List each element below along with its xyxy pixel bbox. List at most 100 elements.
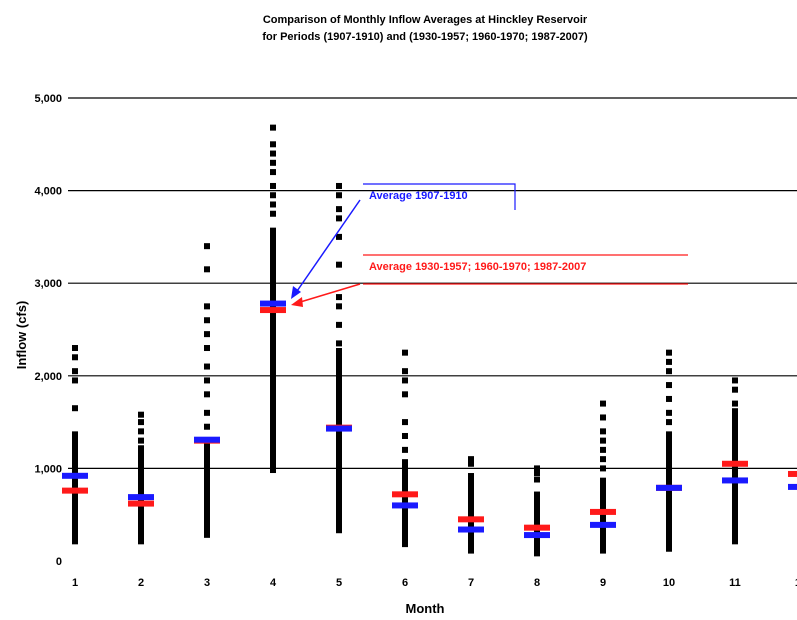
average-marker xyxy=(722,460,748,467)
data-point xyxy=(666,358,672,365)
data-point xyxy=(402,377,408,384)
x-tick-label: 1 xyxy=(72,577,78,589)
data-point xyxy=(204,317,210,324)
data-point xyxy=(600,400,606,407)
data-point xyxy=(600,465,606,472)
y-axis-title: Inflow (cfs) xyxy=(14,301,29,370)
x-tick-label: 9 xyxy=(600,577,606,589)
average-marker xyxy=(656,484,682,491)
data-point xyxy=(270,124,276,131)
average-marker xyxy=(128,500,154,507)
y-tick-label: 4,000 xyxy=(34,186,62,198)
data-point xyxy=(204,303,210,310)
average-marker xyxy=(326,425,352,432)
data-point-cluster xyxy=(732,408,738,545)
data-point-cluster xyxy=(468,473,474,554)
data-point xyxy=(468,456,474,463)
data-point xyxy=(534,470,540,477)
data-point xyxy=(270,182,276,189)
annotation-blue: Average 1907-1910 xyxy=(291,183,516,299)
annotation-blue-label: Average 1907-1910 xyxy=(369,190,468,202)
data-point xyxy=(204,423,210,430)
data-point xyxy=(270,150,276,157)
annotation-red-arrow xyxy=(296,283,361,304)
average-marker xyxy=(722,477,748,484)
chart-title-line1: Comparison of Monthly Inflow Averages at… xyxy=(263,14,588,26)
data-point xyxy=(666,409,672,416)
average-marker xyxy=(524,532,550,539)
data-point xyxy=(336,233,342,240)
data-point xyxy=(336,215,342,222)
data-point xyxy=(72,405,78,412)
data-point xyxy=(600,428,606,435)
x-tick-label: 11 xyxy=(729,577,741,589)
data-point xyxy=(72,377,78,384)
y-tick-label: 1,000 xyxy=(34,463,62,475)
data-point xyxy=(138,411,144,418)
y-tick-label: 3,000 xyxy=(34,278,62,290)
average-marker xyxy=(260,307,286,314)
data-point xyxy=(138,428,144,435)
y-tick-label: 2,000 xyxy=(34,371,62,383)
average-marker xyxy=(392,491,418,498)
data-point-cluster xyxy=(666,431,672,552)
y-tick-label: 5,000 xyxy=(34,93,62,105)
average-marker xyxy=(458,526,484,533)
x-tick-label: 8 xyxy=(534,577,540,589)
data-point xyxy=(336,182,342,189)
data-point xyxy=(402,391,408,398)
data-point xyxy=(534,465,540,472)
y-tick-label: 0 xyxy=(56,556,62,568)
x-tick-label: 4 xyxy=(270,577,277,589)
data-point xyxy=(600,446,606,453)
data-point xyxy=(336,206,342,213)
data-point xyxy=(666,419,672,426)
data-point xyxy=(204,377,210,384)
data-point xyxy=(270,192,276,199)
data-point xyxy=(72,354,78,361)
average-marker xyxy=(524,524,550,531)
data-point xyxy=(204,266,210,273)
average-marker xyxy=(392,502,418,509)
data-point xyxy=(336,192,342,199)
data-point xyxy=(204,345,210,352)
annotation-red: Average 1930-1957; 1960-1970; 1987-2007 xyxy=(291,254,688,307)
annotation-blue-arrowhead xyxy=(291,286,301,299)
average-marker xyxy=(590,508,616,515)
data-point xyxy=(270,141,276,148)
data-point xyxy=(402,446,408,453)
data-point xyxy=(666,349,672,356)
x-tick-label: 10 xyxy=(663,577,675,589)
data-point xyxy=(204,243,210,250)
x-tick-label: 12 xyxy=(795,577,797,589)
average-markers xyxy=(62,300,797,539)
data-point xyxy=(666,395,672,402)
annotation-red-arrowhead xyxy=(291,297,303,307)
data-point xyxy=(732,377,738,384)
x-tick-label: 5 xyxy=(336,577,342,589)
data-point xyxy=(600,414,606,421)
data-point xyxy=(402,432,408,439)
data-point xyxy=(336,321,342,328)
average-marker xyxy=(62,487,88,494)
x-tick-label: 6 xyxy=(402,577,408,589)
data-point xyxy=(600,456,606,463)
data-point xyxy=(270,210,276,217)
data-point xyxy=(600,437,606,444)
data-point xyxy=(732,386,738,393)
data-point xyxy=(204,331,210,338)
average-marker xyxy=(788,470,797,477)
data-point xyxy=(270,201,276,208)
average-marker xyxy=(590,521,616,528)
data-point xyxy=(204,409,210,416)
data-point xyxy=(666,382,672,389)
data-point xyxy=(270,159,276,166)
data-point xyxy=(72,368,78,375)
data-point xyxy=(402,419,408,426)
data-point xyxy=(72,345,78,352)
data-point-cluster xyxy=(534,491,540,557)
data-point xyxy=(534,476,540,483)
x-tick-label: 3 xyxy=(204,577,210,589)
data-point xyxy=(138,419,144,426)
